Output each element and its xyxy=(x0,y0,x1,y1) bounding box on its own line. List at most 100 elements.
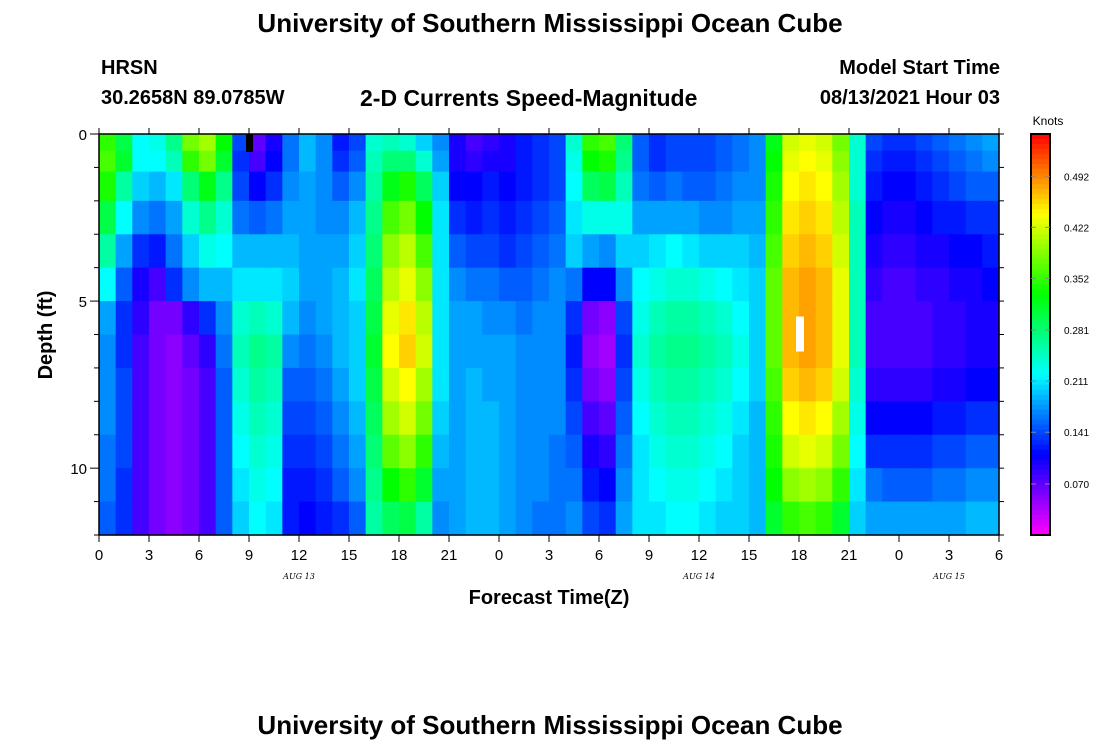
heatmap-cell xyxy=(465,200,483,235)
heatmap-cell xyxy=(549,267,567,302)
heatmap-cell xyxy=(799,468,817,503)
heatmap-cell xyxy=(99,267,117,302)
heatmap-cell xyxy=(549,150,567,173)
heatmap-cell xyxy=(715,401,733,436)
station-name: HRSN xyxy=(101,57,158,79)
heatmap-cell xyxy=(299,401,317,436)
heatmap-cell xyxy=(665,301,683,336)
heatmap-cell xyxy=(232,134,250,152)
heatmap-cell xyxy=(649,434,667,469)
heatmap-cell xyxy=(715,134,733,152)
heatmap-cell xyxy=(499,200,517,235)
heatmap-cell xyxy=(465,501,483,536)
heatmap-cell xyxy=(882,171,900,202)
heatmap-cell xyxy=(232,200,250,235)
heatmap-cell xyxy=(165,401,183,436)
colorbar-segment xyxy=(1031,484,1050,491)
heatmap-cell xyxy=(499,171,517,202)
x-tick-label: 0 xyxy=(895,547,903,564)
heatmap-cell xyxy=(699,150,717,173)
x-tick-label: 6 xyxy=(995,547,1003,564)
heatmap-cell xyxy=(432,234,450,269)
heatmap-cell xyxy=(699,234,717,269)
heatmap-cell xyxy=(282,367,300,402)
heatmap-cell xyxy=(465,134,483,152)
heatmap-cell xyxy=(199,401,217,436)
heatmap-cell xyxy=(532,134,550,152)
heatmap-cell xyxy=(582,134,600,152)
heatmap-cell xyxy=(132,234,150,269)
heatmap-cell xyxy=(865,200,883,235)
heatmap-cell xyxy=(349,367,367,402)
heatmap-cell xyxy=(482,234,500,269)
heatmap-cell xyxy=(849,171,867,202)
heatmap-cell xyxy=(432,200,450,235)
heatmap-cell xyxy=(699,267,717,302)
heatmap-cell xyxy=(832,501,850,536)
heatmap-cell xyxy=(315,468,333,503)
heatmap-cell xyxy=(249,334,267,369)
heatmap-cell xyxy=(499,150,517,173)
heatmap-cell xyxy=(782,468,800,503)
heatmap-cell xyxy=(765,401,783,436)
colorbar-segment xyxy=(1031,204,1050,210)
heatmap-cell xyxy=(865,171,883,202)
heatmap-cell xyxy=(349,267,367,302)
heatmap-cell xyxy=(299,134,317,152)
heatmap-cell xyxy=(915,434,933,469)
heatmap-cell xyxy=(399,234,417,269)
heatmap-cell xyxy=(849,150,867,173)
heatmap-cell xyxy=(615,434,633,469)
heatmap-cell xyxy=(282,267,300,302)
marker xyxy=(246,134,253,152)
heatmap-cell xyxy=(399,468,417,503)
heatmap-cell xyxy=(99,401,117,436)
heatmap-cell xyxy=(282,301,300,336)
heatmap-cell xyxy=(99,234,117,269)
heatmap-cell xyxy=(299,200,317,235)
heatmap-cell xyxy=(99,468,117,503)
colorbar-segment xyxy=(1031,389,1050,396)
heatmap-cell xyxy=(532,150,550,173)
heatmap-cell xyxy=(349,434,367,469)
heatmap-cell xyxy=(699,171,717,202)
heatmap-cell xyxy=(215,401,233,436)
heatmap-cell xyxy=(432,468,450,503)
colorbar-segment xyxy=(1031,134,1050,140)
date-label: AUG 14 xyxy=(682,572,715,581)
heatmap-cell xyxy=(765,367,783,402)
heatmap-cell xyxy=(282,434,300,469)
heatmap-cell xyxy=(415,267,433,302)
heatmap-cell xyxy=(749,267,767,302)
x-tick-label: 3 xyxy=(945,547,953,564)
heatmap-cell xyxy=(615,334,633,369)
heatmap-cell xyxy=(449,367,467,402)
heatmap-cell xyxy=(915,234,933,269)
heatmap-cell xyxy=(549,401,567,436)
heatmap-cell xyxy=(665,434,683,469)
colorbar-tick-label: 0.211 xyxy=(1064,377,1089,388)
heatmap-cell xyxy=(232,150,250,173)
heatmap-cell xyxy=(415,501,433,536)
heatmap-cell xyxy=(549,234,567,269)
heatmap-cell xyxy=(699,468,717,503)
heatmap-cell xyxy=(165,367,183,402)
heatmap-cell xyxy=(665,134,683,152)
heatmap-cell xyxy=(565,301,583,336)
chart-markers xyxy=(246,134,804,352)
colorbar-segment xyxy=(1031,329,1050,336)
heatmap-cell xyxy=(415,171,433,202)
heatmap-cell xyxy=(882,501,900,536)
heatmap-cell xyxy=(732,267,750,302)
heatmap-cell xyxy=(649,468,667,503)
x-tick-label: 0 xyxy=(495,547,503,564)
heatmap-cell xyxy=(449,501,467,536)
colorbar-segment xyxy=(1031,429,1050,436)
title-bottom: University of Southern Mississippi Ocean… xyxy=(257,710,843,740)
colorbar-segment xyxy=(1031,244,1050,250)
heatmap-cell xyxy=(565,367,583,402)
heatmap-cell xyxy=(565,434,583,469)
heatmap-cell xyxy=(799,200,817,235)
heatmap-cell xyxy=(315,234,333,269)
heatmap-cell xyxy=(132,150,150,173)
